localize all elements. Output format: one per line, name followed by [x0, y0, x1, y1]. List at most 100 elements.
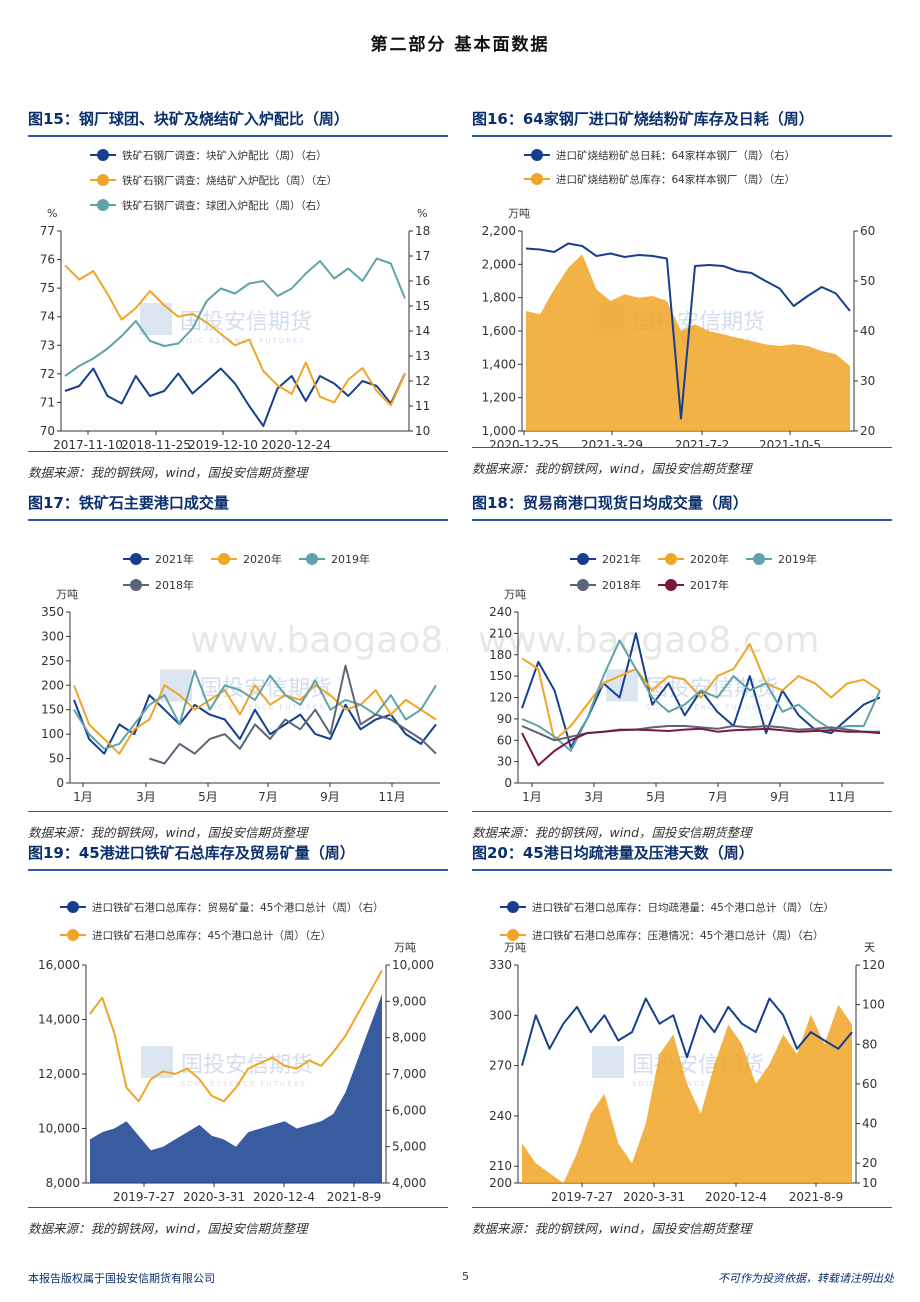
legend-marker: [507, 901, 519, 913]
y-tick-label: 300: [41, 629, 64, 643]
legend-label: 进口矿烧结粉矿总库存：64家样本钢厂（周）（左）: [556, 173, 795, 186]
unit-left: 万吨: [56, 588, 78, 601]
watermark-en: SDIC ESSENCE FUTURES: [632, 1080, 758, 1088]
series-line-4: [521, 725, 880, 742]
y2-tick-label: 11: [415, 399, 430, 413]
series-line-3: [64, 257, 406, 377]
watermark-text: 国投安信期货: [180, 310, 312, 335]
legend-label: 2020年: [243, 552, 282, 566]
legend-label: 2017年: [690, 578, 729, 592]
x-tick-label: 2019-12-10: [188, 438, 258, 451]
x-tick-label: 2020-12-25: [489, 438, 559, 447]
y2-tick-label: 7,000: [392, 1067, 426, 1081]
y-tick-label: 77: [40, 224, 55, 238]
x-tick-label: 2017-11-10: [53, 438, 123, 451]
y-tick-label: 150: [41, 703, 64, 717]
y-tick-label: 1,800: [482, 291, 516, 305]
y-tick-label: 240: [489, 1109, 512, 1123]
y2-tick-label: 17: [415, 249, 430, 263]
chart-source: 数据来源：我的钢铁网，wind，国投安信期货整理: [472, 461, 752, 476]
series-line-1: [521, 997, 853, 1066]
legend-label: 2021年: [155, 552, 194, 566]
y-tick-label: 60: [497, 733, 512, 747]
legend-label: 铁矿石钢厂调查：烧结矿入炉配比（周）（左）: [122, 174, 337, 187]
legend-marker: [67, 901, 79, 913]
unit-left: 万吨: [504, 588, 526, 601]
x-tick-label: 2021-3-29: [581, 438, 643, 447]
legend-marker: [306, 553, 318, 565]
footer-copyright: 本报告版权属于国投安信期货有限公司: [28, 1272, 215, 1285]
x-tick-label: 5月: [198, 790, 218, 804]
y2-tick-label: 80: [862, 1037, 877, 1051]
y-tick-label: 0: [56, 776, 64, 790]
legend-marker: [753, 553, 765, 565]
chart-19: 国投安信期货 SDIC ESSENCE FUTURES 万吨 8,000 10,000 1…: [38, 901, 434, 1204]
page-number: 5: [462, 1270, 469, 1283]
y2-tick-label: 15: [415, 299, 430, 313]
chart-title: 图16：64家钢厂进口矿烧结粉矿库存及日耗（周）: [472, 108, 892, 137]
y-tick-label: 72: [40, 367, 55, 381]
y-tick-label: 150: [489, 669, 512, 683]
x-tick-label: 3月: [136, 790, 156, 804]
y2-tick-label: 14: [415, 324, 430, 338]
y2-tick-label: 50: [860, 274, 875, 288]
y-tick-label: 250: [41, 654, 64, 668]
y-tick-label: 330: [489, 958, 512, 972]
y2-tick-label: 100: [862, 998, 885, 1012]
chart-source: 数据来源：我的钢铁网，wind，国投安信期货整理: [472, 825, 752, 840]
legend-label: 进口铁矿石港口总库存：日均疏港量：45个港口总计（周）（左）: [532, 901, 834, 914]
legend-marker: [97, 199, 109, 211]
legend-label: 2020年: [690, 552, 729, 566]
legend-marker: [507, 929, 519, 941]
x-tick-label: 11月: [378, 790, 405, 804]
x-tick-label: 2020-12-4: [253, 1190, 315, 1204]
y-tick-label: 70: [40, 424, 55, 438]
y-tick-label: 120: [489, 691, 512, 705]
y-tick-label: 200: [489, 1176, 512, 1190]
series-line-2: [73, 684, 437, 755]
y-tick-label: 300: [489, 1008, 512, 1022]
chart-source: 数据来源：我的钢铁网，wind，国投安信期货整理: [28, 825, 308, 840]
y2-tick-label: 60: [860, 224, 875, 238]
legend-label: 进口铁矿石港口总库存：贸易矿量：45个港口总计（周）（右）: [92, 901, 384, 914]
legend-marker: [665, 579, 677, 591]
y2-tick-label: 9,000: [392, 994, 426, 1008]
footer-disclaimer: 不可作为投资依据，转载请注明出处: [718, 1272, 894, 1285]
legend-label: 2018年: [602, 578, 641, 592]
legend-label: 进口矿烧结粉矿总日耗：64家样本钢厂（周）（右）: [556, 149, 795, 162]
legend-marker: [665, 553, 677, 565]
y-tick-label: 200: [41, 678, 64, 692]
y2-tick-label: 20: [862, 1156, 877, 1170]
legend-label: 铁矿石钢厂调查：球团入炉配比（周）（右）: [122, 199, 327, 212]
legend-marker: [531, 173, 543, 185]
legend-label: 进口铁矿石港口总库存：45个港口总计（周）（左）: [92, 929, 331, 942]
x-tick-label: 2020-12-4: [705, 1190, 767, 1204]
legend-label: 2018年: [155, 578, 194, 592]
page-title: 第二部分 基本面数据: [370, 35, 550, 55]
legend-marker: [67, 929, 79, 941]
x-tick-label: 2020-12-24: [261, 438, 331, 451]
unit-right: %: [417, 207, 427, 220]
watermark-en: SDIC ESSENCE FUTURES: [180, 337, 306, 345]
legend-marker: [531, 149, 543, 161]
y-tick-label: 30: [497, 755, 512, 769]
chart-source: 数据来源：我的钢铁网，wind，国投安信期货整理: [472, 1221, 752, 1236]
legend-marker: [97, 149, 109, 161]
x-tick-label: 11月: [828, 790, 855, 804]
y2-tick-label: 4,000: [392, 1176, 426, 1190]
y-tick-label: 73: [40, 338, 55, 352]
y-tick-label: 1,200: [482, 391, 516, 405]
y2-tick-label: 16: [415, 274, 430, 288]
series-line-1: [73, 694, 437, 755]
y-tick-label: 0: [504, 776, 512, 790]
y-tick-label: 240: [489, 605, 512, 619]
series-line-4: [149, 664, 437, 765]
y-tick-label: 210: [489, 1159, 512, 1173]
y2-tick-label: 6,000: [392, 1103, 426, 1117]
chart-panel-19: 图19：45港进口铁矿石总库存及贸易矿量（周） 国投安信期货 SDIC ESSEN…: [28, 842, 448, 1237]
x-tick-label: 2019-7-27: [551, 1190, 613, 1204]
legend-label: 2019年: [778, 552, 817, 566]
y2-tick-label: 20: [860, 424, 875, 438]
x-tick-label: 9月: [320, 790, 340, 804]
